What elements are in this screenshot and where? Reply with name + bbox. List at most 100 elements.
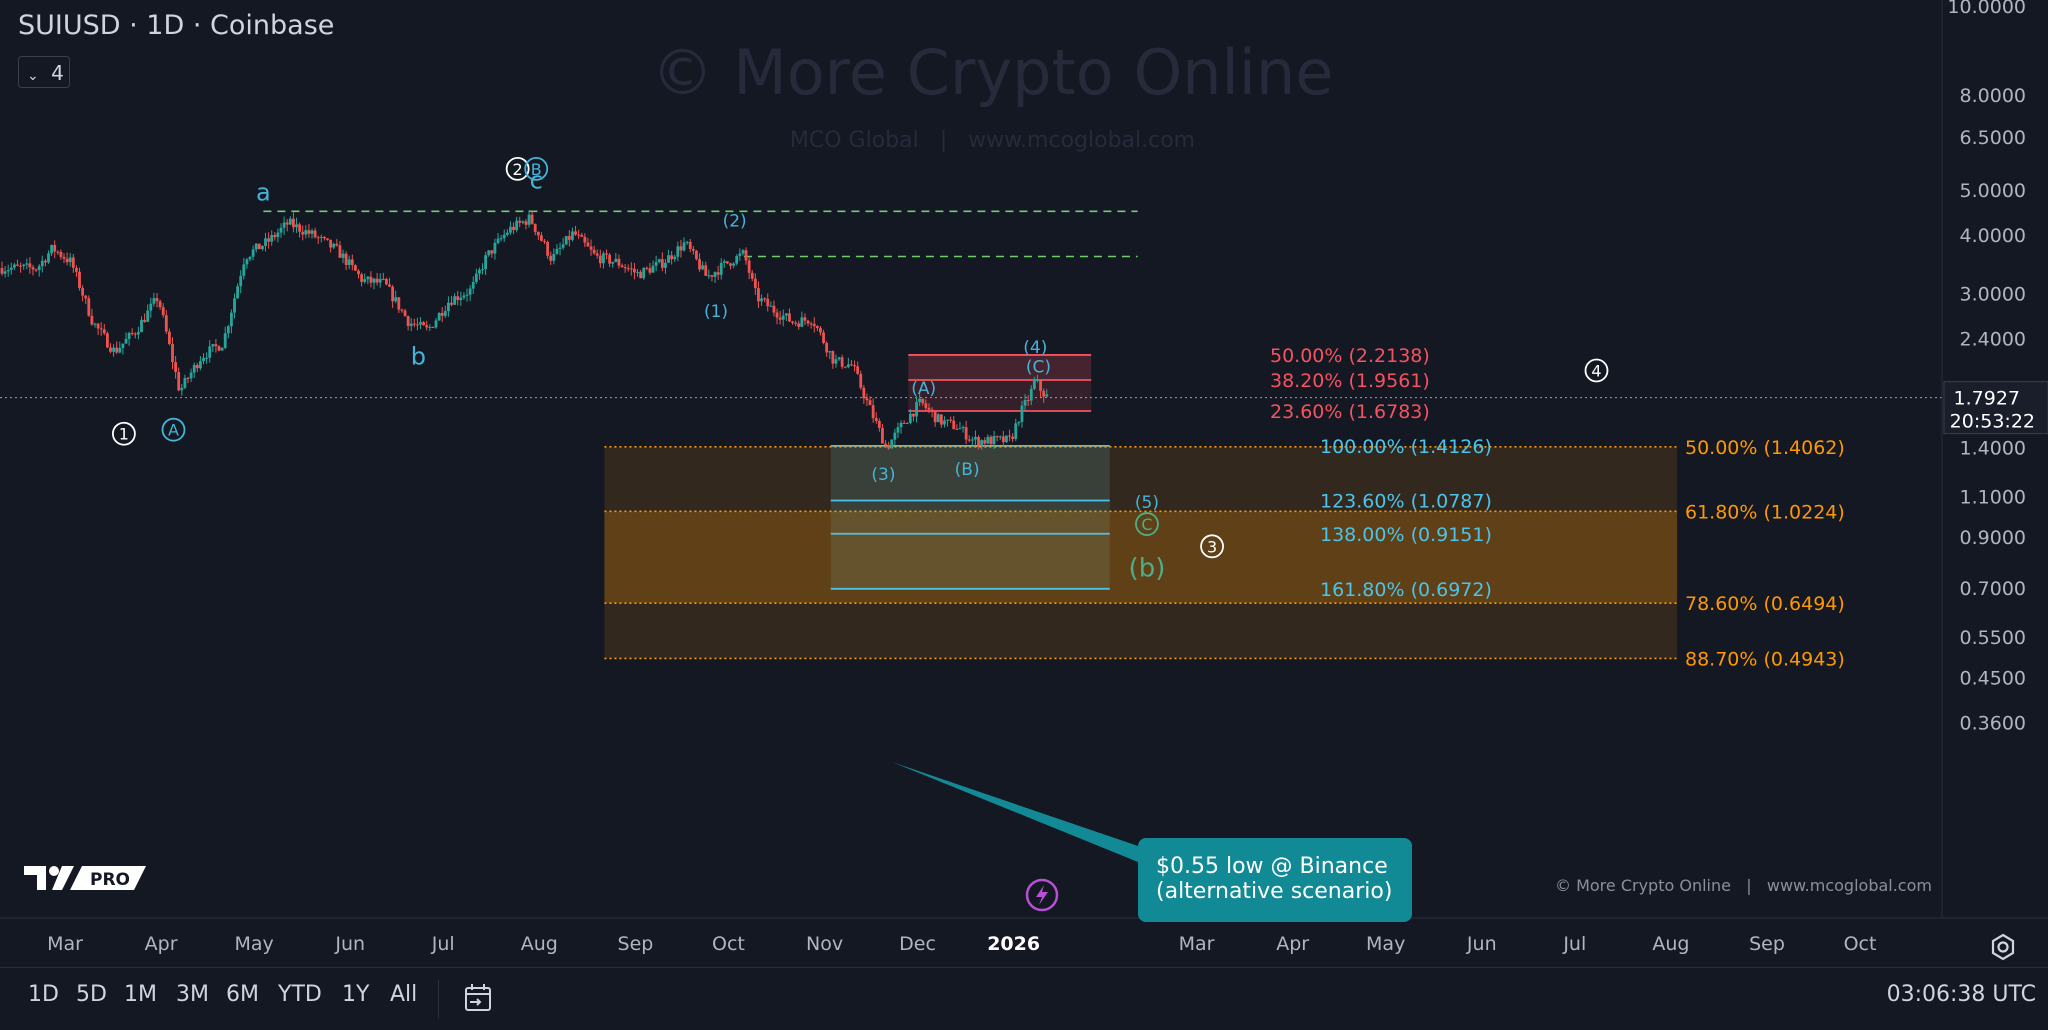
- candle: [958, 421, 962, 430]
- candle: [319, 234, 323, 243]
- candle: [732, 262, 736, 269]
- candle: [31, 264, 35, 276]
- timeframe-button-6m[interactable]: 6M: [226, 982, 259, 1007]
- candle: [214, 339, 218, 353]
- candle: [710, 274, 714, 282]
- timeframe-button-1y[interactable]: 1Y: [342, 982, 370, 1007]
- candle: [168, 328, 171, 346]
- candle: [428, 324, 432, 331]
- candle: [701, 261, 705, 271]
- candle: [254, 243, 258, 253]
- utc-clock[interactable]: 03:06:38 UTC: [1886, 982, 2036, 1007]
- candle: [431, 326, 435, 328]
- fib-label: 50.00% (2.2138): [1270, 345, 1430, 367]
- wave-label-C: C: [1135, 512, 1159, 536]
- candle: [155, 293, 159, 308]
- svg-text:4: 4: [1591, 361, 1601, 380]
- candle: [533, 223, 537, 236]
- date-range-icon[interactable]: [460, 980, 496, 1016]
- svg-text:(1): (1): [704, 302, 728, 322]
- timeframe-button-3m[interactable]: 3M: [176, 982, 209, 1007]
- candle: [248, 256, 252, 262]
- candle: [980, 439, 984, 450]
- candle: [261, 245, 264, 251]
- candle: [409, 317, 413, 332]
- candle: [372, 277, 376, 290]
- callout-line-2: (alternative scenario): [1156, 879, 1393, 904]
- candle: [350, 254, 354, 271]
- timeframe-button-ytd[interactable]: YTD: [278, 982, 322, 1007]
- candle: [788, 308, 791, 323]
- candle: [199, 356, 202, 371]
- price-tick-label: 3.0000: [1960, 283, 2026, 305]
- candle: [645, 266, 649, 271]
- candle: [1005, 435, 1008, 444]
- candle: [93, 322, 97, 328]
- svg-text:B: B: [531, 160, 542, 179]
- candle: [369, 271, 373, 288]
- fib-label: 23.60% (1.6783): [1270, 401, 1430, 423]
- candle: [502, 229, 506, 242]
- candle: [611, 261, 615, 268]
- candle: [521, 220, 525, 225]
- candle: [664, 259, 667, 274]
- timeframe-button-5d[interactable]: 5D: [76, 982, 107, 1007]
- candle: [682, 237, 686, 252]
- candle: [133, 332, 137, 339]
- candle: [713, 271, 717, 283]
- candle: [806, 319, 810, 327]
- candle: [964, 420, 968, 445]
- axis-settings-icon[interactable]: [1986, 930, 2020, 964]
- candle: [1014, 418, 1018, 441]
- candle: [809, 321, 813, 329]
- svg-text:A: A: [168, 421, 179, 440]
- candle: [443, 305, 447, 319]
- candle: [927, 403, 931, 414]
- candle: [118, 341, 122, 354]
- candle: [226, 324, 230, 339]
- candle: [977, 435, 980, 450]
- candle: [1023, 394, 1027, 411]
- candle: [515, 216, 519, 233]
- watermark-sub: MCO Global | www.mcoglobal.com: [789, 128, 1196, 153]
- candle: [862, 384, 866, 404]
- candle: [639, 269, 643, 279]
- candle: [602, 251, 605, 269]
- timeframe-button-1d[interactable]: 1D: [28, 982, 59, 1007]
- indicators-toggle-button[interactable]: ⌄ 4: [18, 56, 70, 88]
- candle: [995, 435, 999, 442]
- time-tick-label: Apr: [145, 933, 178, 955]
- candle: [496, 232, 500, 245]
- candle: [462, 292, 466, 300]
- candle: [912, 413, 915, 422]
- candle: [974, 430, 977, 446]
- callout-box: $0.55 low @ Binance (alternative scenari…: [1138, 838, 1412, 922]
- candle: [484, 251, 488, 275]
- candle: [831, 350, 835, 369]
- lightning-icon[interactable]: [1024, 877, 1060, 913]
- timeframe-button-all[interactable]: All: [390, 982, 418, 1007]
- candle: [822, 329, 825, 345]
- candle: [546, 240, 550, 259]
- svg-text:1: 1: [119, 425, 129, 444]
- candle: [102, 324, 106, 336]
- svg-text:(B): (B): [955, 460, 980, 480]
- svg-text:C: C: [1141, 515, 1152, 534]
- candle: [881, 423, 884, 444]
- wave-label-b: (b): [1129, 553, 1166, 583]
- candle: [657, 258, 661, 264]
- time-tick-label: Oct: [1844, 933, 1877, 955]
- timeframe-button-1m[interactable]: 1M: [124, 982, 157, 1007]
- candle: [332, 242, 336, 250]
- time-tick-label: May: [1366, 933, 1405, 955]
- candle: [707, 269, 711, 279]
- wave-label-1: 1: [112, 421, 136, 446]
- candle: [143, 313, 147, 323]
- svg-text:b: b: [411, 343, 426, 371]
- candle: [440, 307, 444, 323]
- candle: [474, 268, 478, 285]
- candle: [127, 331, 131, 346]
- candle: [338, 241, 342, 258]
